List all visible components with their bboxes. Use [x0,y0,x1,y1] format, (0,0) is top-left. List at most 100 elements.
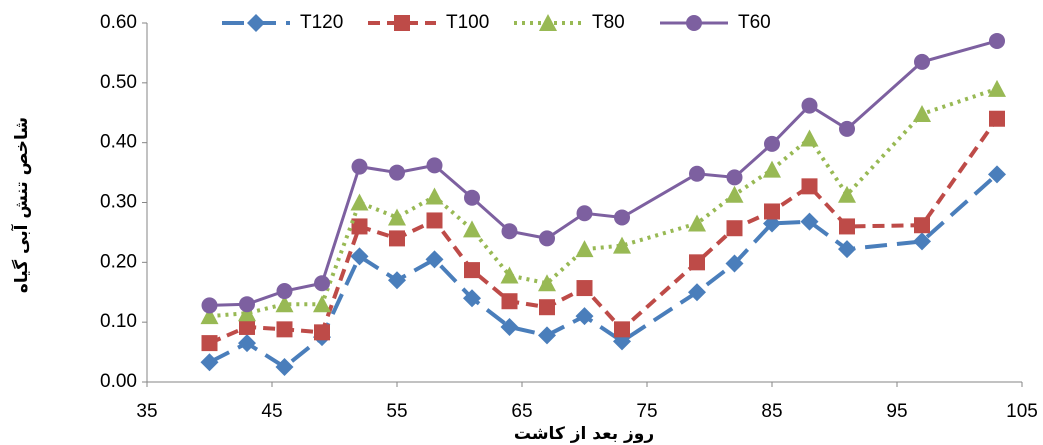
marker [913,232,931,251]
marker [275,358,294,377]
marker [614,209,630,226]
y-axis-label: شاخص تنش آبی گیاه [10,117,32,293]
marker [425,187,444,205]
marker [914,53,930,70]
legend-label: T100 [446,12,489,33]
marker [575,307,594,326]
marker [464,262,480,279]
marker [425,250,444,269]
marker [200,307,219,325]
x-tick-label: 105 [1006,401,1038,422]
marker [576,280,593,297]
marker [388,208,406,226]
marker [763,160,781,178]
marker [764,203,780,220]
marker [500,266,519,284]
marker [839,120,855,137]
marker [201,297,218,314]
x-tick-label: 75 [636,401,657,422]
marker [426,157,443,174]
y-tick-label: 0.20 [100,251,137,272]
marker [200,353,219,372]
x-tick-label: 55 [386,401,407,422]
marker [913,104,931,122]
marker [464,189,480,206]
marker [764,135,780,152]
x-tick-label: 85 [761,401,782,422]
y-tick-label: 0.00 [100,371,137,392]
x-axis-label: روز بعد از کاشت [514,424,654,444]
marker [988,79,1006,97]
marker [838,240,856,259]
marker [725,185,744,203]
marker [351,158,368,175]
marker [989,32,1005,49]
marker [389,230,405,247]
marker [613,236,631,254]
marker [500,317,519,336]
marker [688,214,706,232]
marker [801,97,818,114]
marker [725,254,744,273]
marker [314,275,330,292]
marker [501,293,518,310]
marker [463,289,481,308]
series-line [209,39,998,307]
legend-label: T60 [738,12,771,33]
marker [351,218,368,235]
marker [539,299,555,316]
y-tick-label: 0.40 [100,132,137,153]
marker [800,212,819,231]
x-tick-label: 45 [261,401,282,422]
marker [313,295,331,313]
marker [801,178,818,195]
marker [276,283,293,300]
marker [314,324,330,341]
x-tick-label: 35 [136,401,157,422]
marker [350,193,369,211]
marker [538,326,556,345]
x-tick-label: 65 [511,401,532,422]
marker [576,205,593,222]
marker [726,169,743,186]
marker [988,165,1006,184]
y-tick-label: 0.10 [100,311,137,332]
marker [239,318,255,335]
marker [276,321,293,338]
marker [839,218,855,235]
marker [238,334,256,353]
marker [538,274,556,292]
marker [201,335,218,352]
marker [275,295,294,313]
marker [726,220,743,237]
marker [394,15,410,31]
legend-label: T80 [592,12,625,33]
marker [800,129,819,147]
marker [238,304,256,322]
marker [247,14,265,32]
marker [689,254,705,271]
marker [350,247,369,266]
marker [838,185,856,203]
marker [914,217,930,234]
marker [614,321,630,338]
marker [239,296,255,313]
marker [688,283,706,302]
marker [686,15,702,31]
marker [575,240,594,258]
legend-label: T120 [300,12,343,33]
x-tick-label: 95 [886,401,907,422]
marker [389,164,405,181]
marker [539,230,555,247]
marker [539,14,557,31]
marker [426,212,443,229]
marker [388,271,406,290]
marker [989,110,1005,127]
marker [689,165,705,182]
marker [501,223,518,240]
y-tick-label: 0.30 [100,192,137,213]
marker [463,220,481,238]
y-tick-label: 0.60 [100,12,137,33]
